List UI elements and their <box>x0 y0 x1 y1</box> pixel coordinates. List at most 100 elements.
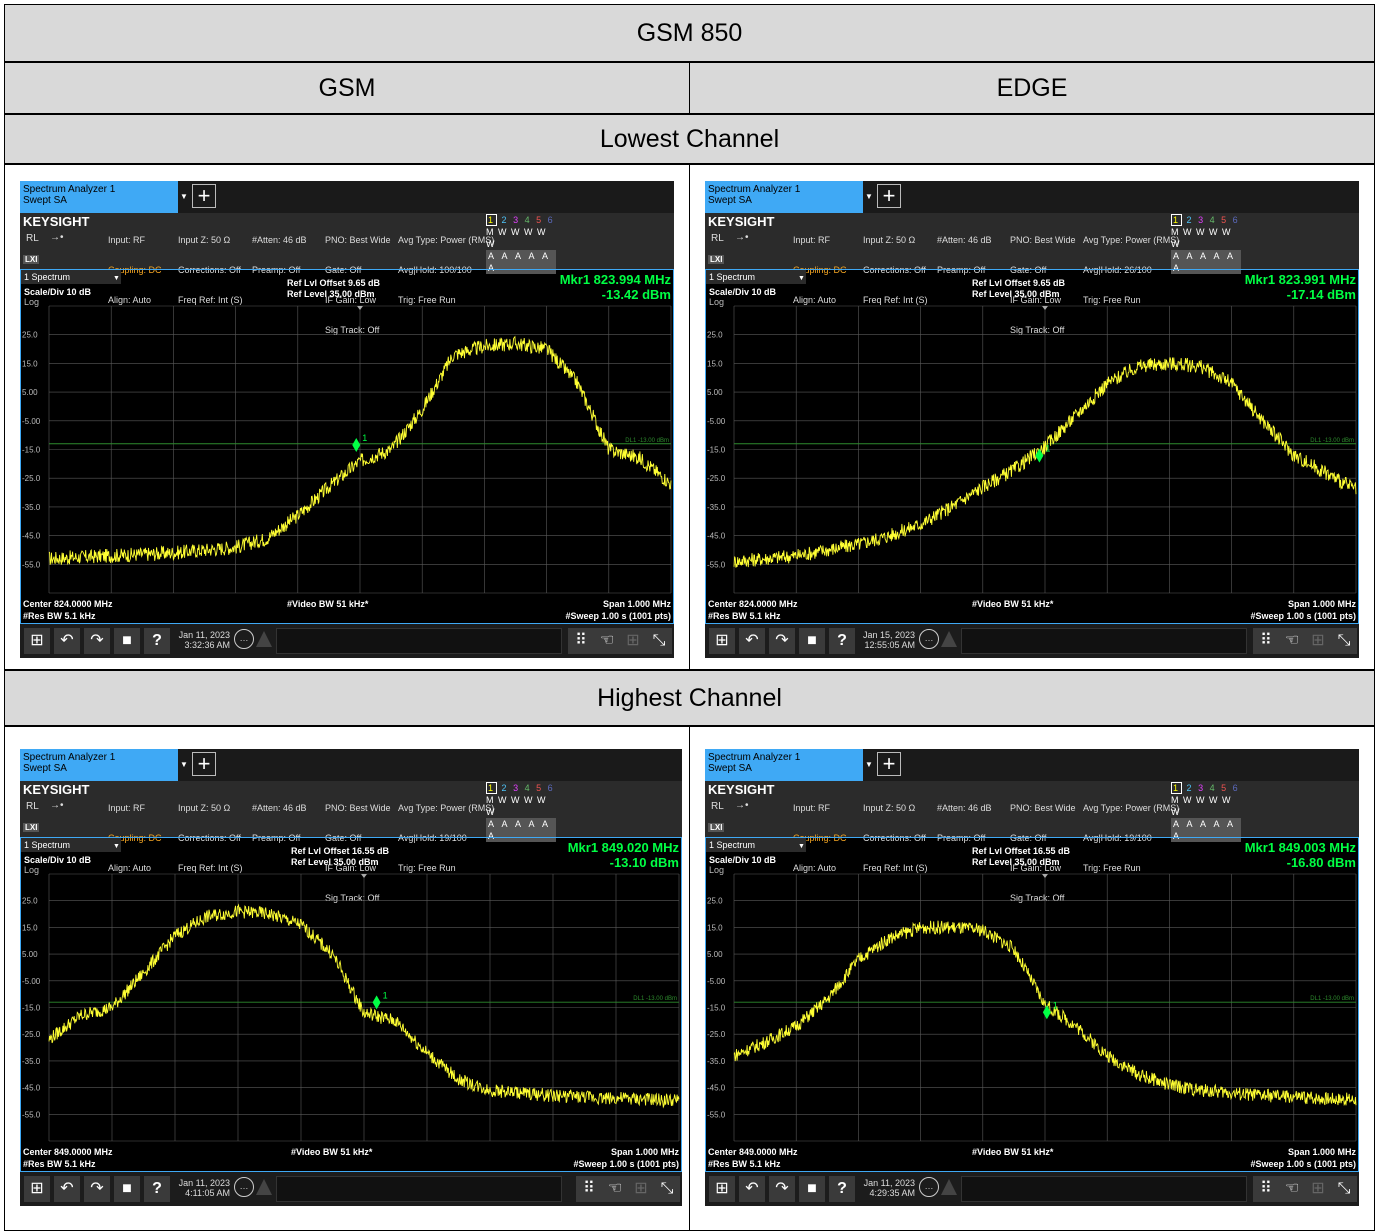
multi-screen-button[interactable]: ⠿ <box>576 1176 602 1202</box>
messages-icon[interactable]: … <box>234 629 254 649</box>
atten-settings[interactable]: #Atten: 46 dB Preamp: Off <box>937 215 992 295</box>
impedance-settings[interactable]: Input Z: 50 Ω Corrections: Off Freq Ref:… <box>178 215 243 325</box>
fullscreen-button[interactable]: ⤡ <box>1331 1176 1357 1202</box>
touch-button[interactable]: ☜ <box>594 628 620 654</box>
multi-screen-button[interactable]: ⠿ <box>1253 628 1279 654</box>
y-tick-label: -5.00 <box>22 417 41 426</box>
undo-button[interactable]: ↶ <box>739 628 765 654</box>
tab-dropdown-icon[interactable]: ▼ <box>180 192 188 201</box>
spectrum-analyzer-screen-edge-lowest: Spectrum Analyzer 1 Swept SA ▼ + KEYSIGH… <box>705 181 1359 658</box>
trace-indicator[interactable]: 1 2 3 4 5 6 M W W W W W A A A A A A <box>486 214 556 274</box>
redo-button[interactable]: ↷ <box>84 628 110 654</box>
file-button[interactable]: ■ <box>114 1176 140 1202</box>
column-header-gsm: GSM <box>4 62 690 114</box>
add-screen-button[interactable]: + <box>877 184 901 208</box>
grid-button[interactable]: ⊞ <box>628 1176 654 1202</box>
tab-dropdown-icon[interactable]: ▼ <box>865 760 873 769</box>
trace-settings[interactable]: Avg Type: Power (RMS) Avg|Hold: 19/100 T… <box>1083 783 1179 893</box>
tab-dropdown-icon[interactable]: ▼ <box>865 192 873 201</box>
messages-icon[interactable]: … <box>919 629 939 649</box>
undo-button[interactable]: ↶ <box>54 1176 80 1202</box>
y-tick-label: -45.0 <box>707 532 726 541</box>
marker-1-diamond <box>1042 1005 1051 1020</box>
add-screen-button[interactable]: + <box>192 184 216 208</box>
tab-spectrum-analyzer[interactable]: Spectrum Analyzer 1 Swept SA <box>705 181 863 213</box>
fullscreen-button[interactable]: ⤡ <box>646 628 672 654</box>
impedance-settings[interactable]: Input Z: 50 Ω Corrections: Off Freq Ref:… <box>863 215 928 325</box>
sweep-settings[interactable]: PNO: Best Wide Gate: Off IF Gain: Low Si… <box>1010 783 1076 923</box>
windows-button[interactable]: ⊞ <box>709 628 735 654</box>
file-button[interactable]: ■ <box>799 628 825 654</box>
sig-track-value: Sig Track: Off <box>1010 893 1065 903</box>
brand-logo: KEYSIGHT <box>23 214 90 229</box>
help-button[interactable]: ? <box>829 628 855 654</box>
trace-settings[interactable]: Avg Type: Power (RMS) Avg|Hold: 100/100 … <box>398 215 494 325</box>
freq-ref-value: Freq Ref: Int (S) <box>178 863 243 873</box>
undo-button[interactable]: ↶ <box>54 628 80 654</box>
pno-value: PNO: Best Wide <box>325 235 391 245</box>
file-button[interactable]: ■ <box>799 1176 825 1202</box>
scale-per-div: Scale/Div 10 dB <box>24 855 92 865</box>
grid-button[interactable]: ⊞ <box>620 628 646 654</box>
add-screen-button[interactable]: + <box>877 752 901 776</box>
spectrum-window[interactable]: 1 Spectrum ▼ Scale/Div 10 dB Log Ref Lvl Off… <box>20 269 674 624</box>
input-settings[interactable]: Input: RF Coupling: DC Align: Auto <box>108 215 162 325</box>
impedance-settings[interactable]: Input Z: 50 Ω Corrections: Off Freq Ref:… <box>863 783 928 893</box>
spectrum-window[interactable]: 1 Spectrum ▼ Scale/Div 10 dB Log Ref Lvl Off… <box>20 837 682 1172</box>
tab-spectrum-analyzer[interactable]: Spectrum Analyzer 1 Swept SA <box>20 181 178 213</box>
touch-button[interactable]: ☜ <box>1279 1176 1305 1202</box>
trace-modes: M W W W W W <box>1171 227 1232 249</box>
atten-settings[interactable]: #Atten: 46 dB Preamp: Off <box>937 783 992 863</box>
sweep-settings[interactable]: PNO: Best Wide Gate: Off IF Gain: Low Si… <box>325 783 391 923</box>
input-settings[interactable]: Input: RF Coupling: DC Align: Auto <box>793 783 847 893</box>
grid-button[interactable]: ⊞ <box>1305 1176 1331 1202</box>
messages-icon[interactable]: … <box>919 1177 939 1197</box>
redo-button[interactable]: ↷ <box>84 1176 110 1202</box>
spectrum-window[interactable]: 1 Spectrum ▼ Scale/Div 10 dB Log Ref Lvl Off… <box>705 837 1359 1172</box>
date-time: Jan 11, 2023 4:29:35 AM <box>857 1178 915 1198</box>
spectrum-window[interactable]: 1 Spectrum ▼ Scale/Div 10 dB Log Ref Lvl Off… <box>705 269 1359 624</box>
atten-settings[interactable]: #Atten: 46 dB Preamp: Off <box>252 783 307 863</box>
input-settings[interactable]: Input: RF Coupling: DC Align: Auto <box>108 783 162 893</box>
help-button[interactable]: ? <box>829 1176 855 1202</box>
trace-detectors: A A A A A A <box>486 250 556 274</box>
multi-screen-button[interactable]: ⠿ <box>1253 1176 1279 1202</box>
tab-spectrum-analyzer[interactable]: Spectrum Analyzer 1 Swept SA <box>20 749 178 781</box>
redo-button[interactable]: ↷ <box>769 628 795 654</box>
fullscreen-button[interactable]: ⤡ <box>1331 628 1357 654</box>
trace-indicator[interactable]: 1 2 3 4 5 6 M W W W W W A A A A A A <box>1171 782 1241 842</box>
help-button[interactable]: ? <box>144 628 170 654</box>
windows-button[interactable]: ⊞ <box>709 1176 735 1202</box>
fullscreen-button[interactable]: ⤡ <box>654 1176 680 1202</box>
trace-settings[interactable]: Avg Type: Power (RMS) Avg|Hold: 19/100 T… <box>398 783 494 893</box>
log-label: Log <box>24 297 39 307</box>
touch-button[interactable]: ☜ <box>1279 628 1305 654</box>
sig-track-value: Sig Track: Off <box>325 325 380 335</box>
touch-button[interactable]: ☜ <box>602 1176 628 1202</box>
windows-button[interactable]: ⊞ <box>24 628 50 654</box>
multi-screen-button[interactable]: ⠿ <box>568 628 594 654</box>
trace-indicator[interactable]: 1 2 3 4 5 6 M W W W W W A A A A A A <box>486 782 556 842</box>
sweep-settings[interactable]: PNO: Best Wide Gate: Off IF Gain: Low Si… <box>1010 215 1076 355</box>
grid-button[interactable]: ⊞ <box>1305 628 1331 654</box>
trig-value: Trig: Free Run <box>398 863 456 873</box>
y-tick-label: -35.0 <box>707 503 726 512</box>
tab-dropdown-icon[interactable]: ▼ <box>180 760 188 769</box>
y-tick-label: -45.0 <box>22 532 41 541</box>
file-button[interactable]: ■ <box>114 628 140 654</box>
redo-button[interactable]: ↷ <box>769 1176 795 1202</box>
impedance-settings[interactable]: Input Z: 50 Ω Corrections: Off Freq Ref:… <box>178 783 243 893</box>
center-frequency: Center 824.0000 MHz <box>708 599 798 609</box>
help-button[interactable]: ? <box>144 1176 170 1202</box>
trace-settings[interactable]: Avg Type: Power (RMS) Avg|Hold: 26/100 T… <box>1083 215 1179 325</box>
atten-settings[interactable]: #Atten: 46 dB Preamp: Off <box>252 215 307 295</box>
windows-button[interactable]: ⊞ <box>24 1176 50 1202</box>
undo-button[interactable]: ↶ <box>739 1176 765 1202</box>
add-screen-button[interactable]: + <box>192 752 216 776</box>
input-settings[interactable]: Input: RF Coupling: DC Align: Auto <box>793 215 847 325</box>
spectrum-analyzer-screen-edge-highest: Spectrum Analyzer 1 Swept SA ▼ + KEYSIGH… <box>705 749 1359 1206</box>
tab-spectrum-analyzer[interactable]: Spectrum Analyzer 1 Swept SA <box>705 749 863 781</box>
messages-icon[interactable]: … <box>234 1177 254 1197</box>
sweep-settings[interactable]: PNO: Best Wide Gate: Off IF Gain: Low Si… <box>325 215 391 355</box>
trace-indicator[interactable]: 1 2 3 4 5 6 M W W W W W A A A A A A <box>1171 214 1241 274</box>
